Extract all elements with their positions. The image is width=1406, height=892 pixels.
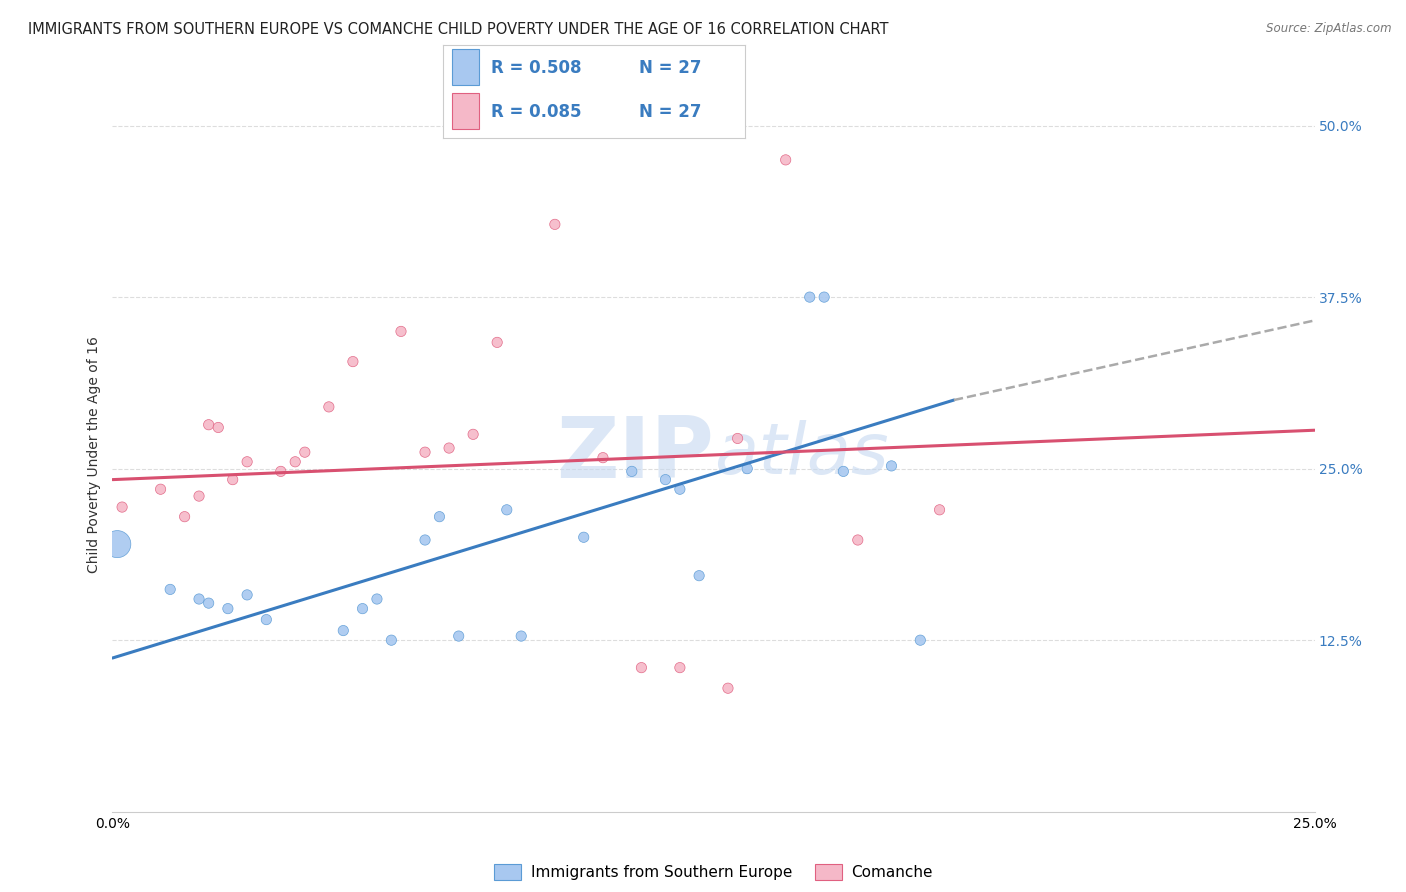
- Point: [620, 464, 643, 478]
- Point: [688, 568, 710, 582]
- Point: [429, 509, 451, 524]
- Point: [236, 588, 259, 602]
- Point: [669, 660, 692, 674]
- Point: [149, 482, 172, 496]
- Text: R = 0.508: R = 0.508: [491, 59, 582, 77]
- Point: [294, 445, 316, 459]
- Point: [188, 489, 211, 503]
- Point: [217, 601, 239, 615]
- Point: [366, 592, 388, 607]
- Point: [447, 629, 470, 643]
- Point: [342, 354, 364, 368]
- Point: [880, 458, 903, 473]
- Text: N = 27: N = 27: [640, 103, 702, 121]
- FancyBboxPatch shape: [451, 94, 479, 129]
- Point: [284, 455, 307, 469]
- Point: [173, 509, 195, 524]
- Point: [380, 633, 402, 648]
- Point: [486, 335, 509, 350]
- Point: [727, 432, 749, 446]
- Text: ZIP: ZIP: [555, 413, 713, 497]
- Text: IMMIGRANTS FROM SOUTHERN EUROPE VS COMANCHE CHILD POVERTY UNDER THE AGE OF 16 CO: IMMIGRANTS FROM SOUTHERN EUROPE VS COMAN…: [28, 22, 889, 37]
- Text: N = 27: N = 27: [640, 59, 702, 77]
- Point: [495, 503, 517, 517]
- Point: [510, 629, 533, 643]
- Point: [318, 400, 340, 414]
- Point: [254, 613, 277, 627]
- Y-axis label: Child Poverty Under the Age of 16: Child Poverty Under the Age of 16: [87, 336, 101, 574]
- Point: [207, 420, 229, 434]
- Point: [270, 464, 292, 478]
- Text: R = 0.085: R = 0.085: [491, 103, 582, 121]
- Point: [352, 601, 374, 615]
- Point: [544, 218, 567, 232]
- Point: [437, 441, 460, 455]
- Point: [188, 592, 211, 607]
- Point: [592, 450, 614, 465]
- Point: [111, 500, 134, 514]
- Point: [799, 290, 821, 304]
- Point: [717, 681, 740, 696]
- Point: [832, 464, 855, 478]
- Point: [413, 445, 436, 459]
- Point: [159, 582, 181, 597]
- Point: [413, 533, 436, 547]
- Point: [669, 482, 692, 496]
- Point: [222, 473, 245, 487]
- Point: [775, 153, 797, 167]
- Point: [654, 473, 676, 487]
- Point: [332, 624, 354, 638]
- Legend: Immigrants from Southern Europe, Comanche: Immigrants from Southern Europe, Comanch…: [488, 858, 939, 886]
- Point: [572, 530, 595, 544]
- Point: [813, 290, 835, 304]
- Point: [389, 325, 412, 339]
- Point: [105, 537, 128, 551]
- Text: Source: ZipAtlas.com: Source: ZipAtlas.com: [1267, 22, 1392, 36]
- Point: [846, 533, 869, 547]
- Point: [197, 417, 219, 432]
- Point: [928, 503, 950, 517]
- Text: atlas: atlas: [713, 420, 889, 490]
- Point: [461, 427, 484, 442]
- FancyBboxPatch shape: [451, 49, 479, 85]
- Point: [197, 596, 219, 610]
- Point: [910, 633, 932, 648]
- Point: [630, 660, 652, 674]
- Point: [735, 461, 758, 475]
- Point: [236, 455, 259, 469]
